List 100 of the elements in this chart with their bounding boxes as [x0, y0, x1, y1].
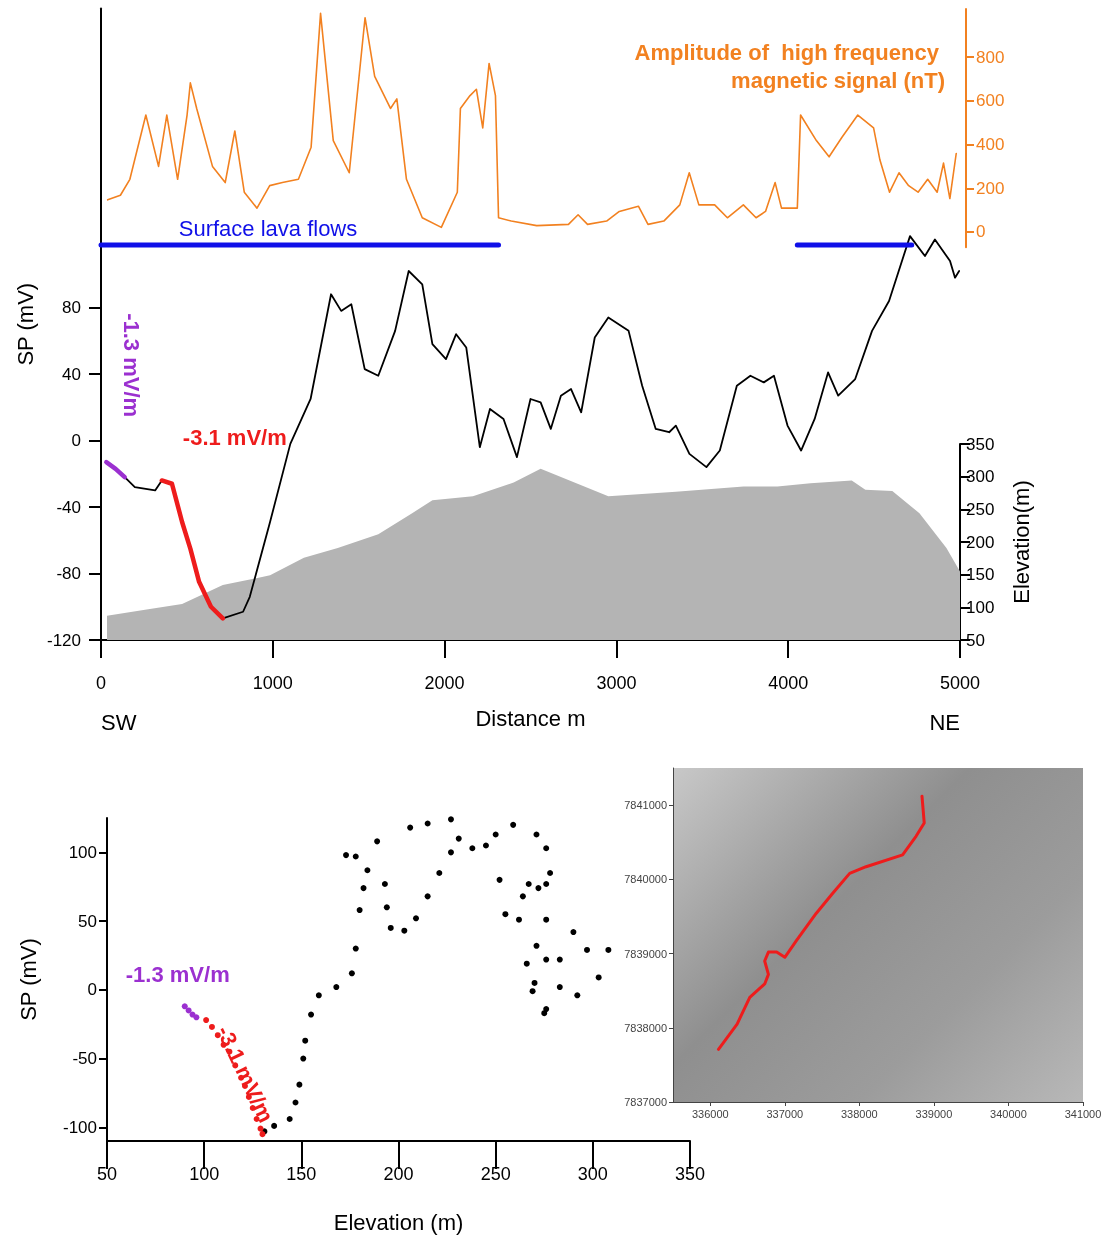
- x-tick-label: 250: [480, 1164, 511, 1184]
- x-axis-title: Elevation (m): [333, 1209, 464, 1235]
- point: [525, 880, 532, 887]
- y2-tick-label: 150: [966, 565, 995, 585]
- point: [296, 1081, 303, 1088]
- point: [302, 1037, 309, 1044]
- y-tick-label: 7841000: [624, 799, 667, 812]
- x-tick-label: 1000: [252, 673, 293, 693]
- point: [352, 945, 359, 952]
- x-tick-label: 150: [286, 1164, 317, 1184]
- point: [401, 927, 408, 934]
- point: [436, 869, 443, 876]
- x-tick-label: 50: [96, 1164, 118, 1184]
- x-tick-label: 337000: [766, 1107, 804, 1120]
- point: [533, 942, 540, 949]
- y-tick-label: 7839000: [624, 947, 667, 960]
- point: [556, 956, 563, 963]
- point: [496, 876, 503, 883]
- y2-tick-label: 100: [966, 597, 995, 617]
- point: [333, 984, 340, 991]
- y-axis-title: SP (mV): [15, 938, 41, 1021]
- point: [515, 916, 522, 923]
- point: [387, 924, 394, 931]
- point: [348, 970, 355, 977]
- y-tick-label: -100: [62, 1117, 97, 1137]
- x-tick-label: 4000: [768, 673, 809, 693]
- point: [469, 845, 476, 852]
- y-tick-label: -40: [56, 497, 81, 517]
- point: [556, 984, 563, 991]
- x-tick-label: 341000: [1064, 1107, 1102, 1120]
- y-tick-label: 7840000: [624, 873, 667, 886]
- y-tick-label: 0: [87, 980, 97, 1000]
- x-tick-label: 338000: [841, 1107, 878, 1120]
- point: [547, 869, 554, 876]
- point: [531, 979, 538, 986]
- point: [455, 835, 462, 842]
- point: [381, 880, 388, 887]
- point: [447, 849, 454, 856]
- point: [356, 907, 363, 914]
- x-tick-label: 300: [577, 1164, 608, 1184]
- point: [595, 974, 602, 981]
- point: [374, 838, 381, 845]
- point: [543, 845, 550, 852]
- y3-tick-label: 400: [976, 135, 1005, 155]
- point: [271, 1122, 278, 1129]
- point: [360, 885, 367, 892]
- point: [533, 831, 540, 838]
- y-axis-title: SP (mV): [12, 282, 38, 366]
- series-label: Surface lava flows: [178, 216, 358, 242]
- y-tick-label: 0: [71, 431, 81, 451]
- y-tick-label: 7837000: [624, 1096, 667, 1108]
- text: SW: [101, 709, 137, 735]
- point: [529, 988, 536, 995]
- y2-axis-title: Elevation(m): [1008, 480, 1034, 604]
- line-series: [159, 478, 226, 621]
- x-tick-label: 340000: [990, 1107, 1027, 1120]
- x-axis-title: Distance m: [475, 705, 586, 731]
- y3-tick-label: 0: [976, 222, 986, 242]
- point: [383, 904, 390, 911]
- y3-tick-label: 600: [976, 91, 1005, 111]
- y-tick-label: 80: [62, 298, 81, 318]
- y-tick-label: -80: [56, 564, 81, 584]
- point: [605, 946, 612, 953]
- point: [574, 992, 581, 999]
- y-tick-label: -120: [46, 630, 81, 650]
- x-tick-label: 200: [383, 1164, 414, 1184]
- point: [181, 1003, 188, 1010]
- series-label: -1.3 mV/m: [125, 961, 230, 987]
- point: [543, 880, 550, 887]
- y2-tick-label: 300: [966, 467, 995, 487]
- y2-tick-label: 250: [966, 499, 995, 519]
- line-series: [716, 794, 926, 1051]
- x-tick-label: 100: [189, 1164, 220, 1184]
- point: [208, 1023, 215, 1030]
- point: [570, 929, 577, 936]
- point: [535, 885, 542, 892]
- point: [193, 1014, 200, 1021]
- point: [286, 1116, 293, 1123]
- y3-axis-title: Amplitude of high frequency magnetic signal (nT): [634, 39, 945, 93]
- x-tick-label: 5000: [939, 673, 981, 693]
- y2-tick-label: 350: [966, 434, 995, 454]
- x-tick-label: 339000: [915, 1107, 953, 1120]
- point: [413, 915, 419, 922]
- text: -1.3 mV/m: [118, 313, 144, 418]
- y3-tick-label: 800: [976, 47, 1005, 67]
- y-tick-label: 40: [62, 364, 81, 384]
- point: [343, 852, 350, 859]
- y2-tick-label: 200: [966, 532, 995, 552]
- x-tick-label: 2000: [424, 673, 465, 693]
- point: [407, 824, 414, 831]
- x-tick-label: 336000: [691, 1107, 729, 1120]
- point: [543, 956, 550, 963]
- point: [584, 946, 590, 953]
- point: [447, 816, 454, 823]
- point: [541, 1010, 548, 1017]
- x-tick-label: 3000: [596, 673, 637, 693]
- point: [315, 992, 322, 999]
- point: [308, 1011, 315, 1018]
- point: [203, 1017, 210, 1024]
- point: [510, 821, 517, 828]
